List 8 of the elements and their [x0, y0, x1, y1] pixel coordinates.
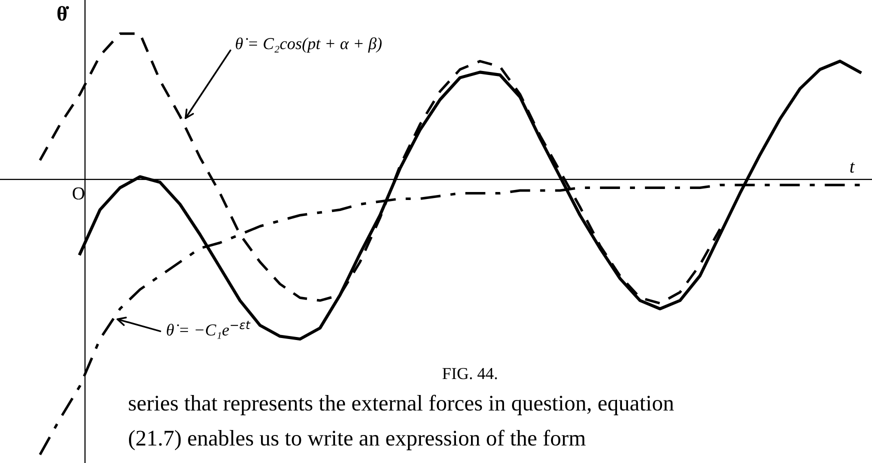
annotation: θ̇ = −C₁e$^{−εt}$	[166, 320, 250, 339]
y-axis-title: θ̇	[57, 6, 69, 21]
annotation: (21.7) enables us to write an expression of the form	[128, 430, 586, 450]
x-axis-title: t	[850, 162, 855, 173]
annotation: FIG. 44.	[442, 368, 497, 380]
annotation: series that represents the external forces in question, equation	[128, 394, 674, 416]
annotation: O	[72, 187, 84, 200]
annotation: θ̇ = C₂cos(pt + α + β)	[236, 37, 382, 53]
